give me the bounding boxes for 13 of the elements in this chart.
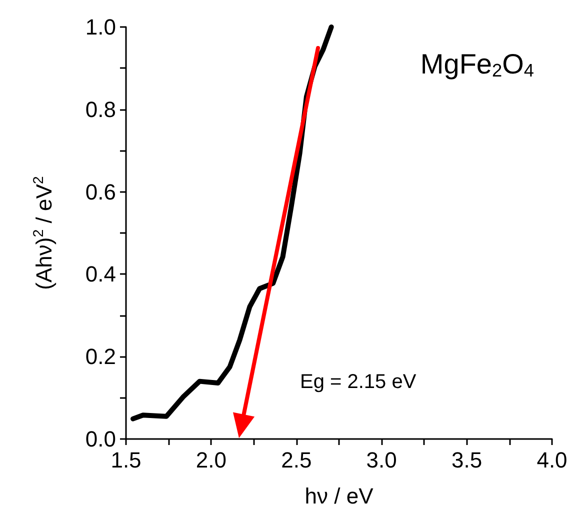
y-tick-label: 0.6 [85, 179, 116, 204]
y-tick-label: 0.4 [85, 262, 116, 287]
y-tick-label: 0.8 [85, 96, 116, 122]
x-tick-label: 4.0 [536, 448, 568, 472]
x-tick-label: 3.5 [452, 448, 482, 472]
x-tick-label: 2.5 [281, 448, 312, 472]
x-tick-label: 2.0 [196, 448, 226, 472]
annotation: Eg = 2.15 eV [300, 371, 417, 393]
y-axis-title: (Ahν)2 / eV2 [31, 176, 57, 290]
x-axis-title: hν / eV [304, 484, 374, 508]
y-tick-label: 1.0 [85, 14, 116, 40]
x-tick-label: 3.0 [366, 448, 397, 472]
y-tick-label: 0.2 [85, 344, 116, 370]
